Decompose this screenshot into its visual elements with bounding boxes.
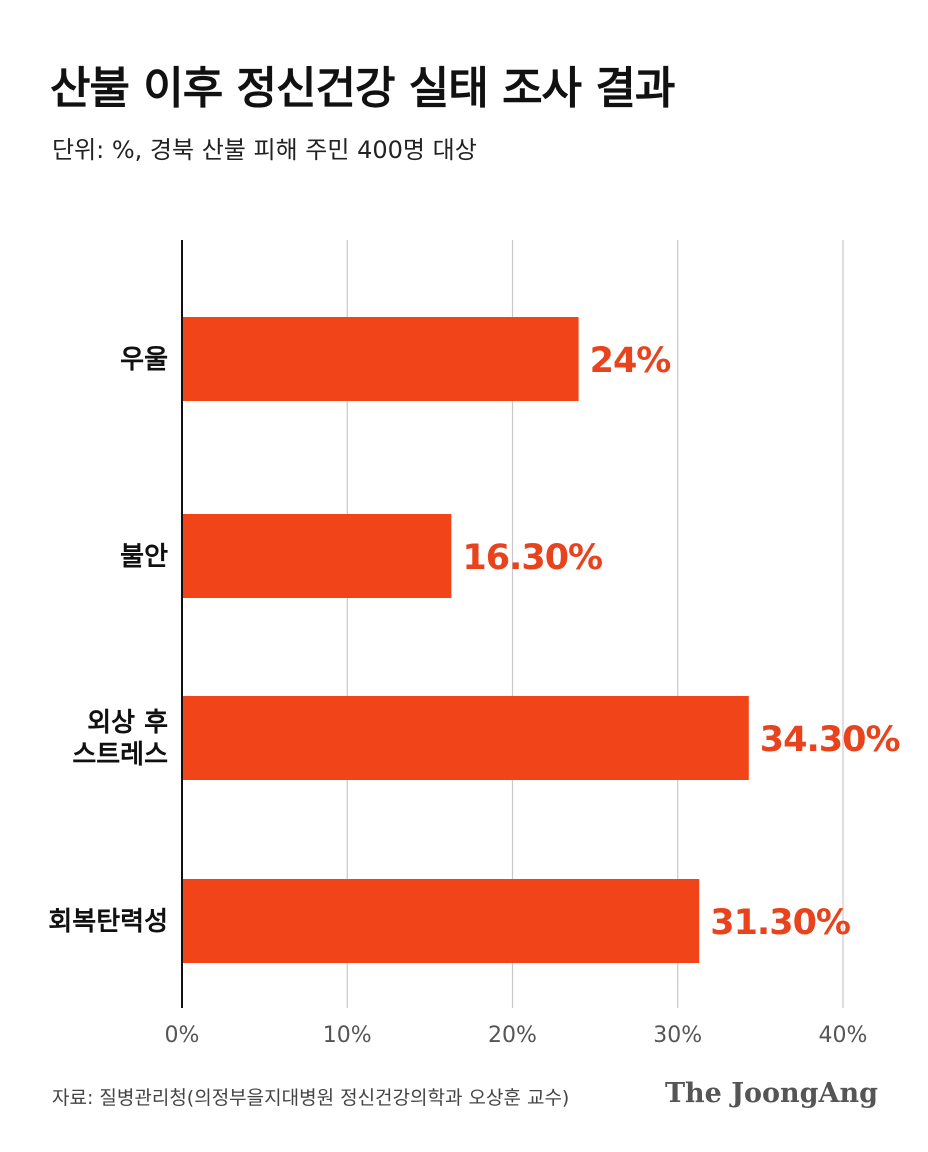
x-tick-label: 20%: [488, 1023, 537, 1048]
x-tick-label: 30%: [653, 1023, 702, 1048]
bar-value-label: 31.30%: [710, 903, 850, 943]
bar-value-label: 34.30%: [760, 720, 900, 760]
bar: [182, 317, 579, 401]
source-note: 자료: 질병관리청(의정부을지대병원 정신건강의학과 오상훈 교수): [52, 1087, 570, 1109]
publisher-logo: The JoongAng: [664, 1078, 878, 1109]
bar: [182, 696, 749, 780]
bar: [182, 879, 700, 963]
x-tick-label: 40%: [819, 1023, 868, 1048]
category-label: 우울: [120, 345, 168, 375]
x-tick-label: 0%: [165, 1023, 200, 1048]
bar-value-label: 24%: [590, 341, 671, 381]
category-label: 스트레스: [72, 740, 168, 770]
x-tick-label: 10%: [323, 1023, 372, 1048]
chart-subtitle: 단위: %, 경북 산불 피해 주민 400명 대상: [52, 136, 477, 164]
chart-title: 산불 이후 정신건강 실태 조사 결과: [50, 63, 675, 114]
bar: [182, 514, 452, 598]
category-label: 회복탄력성: [48, 907, 168, 937]
category-label: 불안: [120, 542, 168, 572]
bar-value-label: 16.30%: [462, 538, 602, 578]
category-label: 외상 후: [87, 708, 168, 738]
